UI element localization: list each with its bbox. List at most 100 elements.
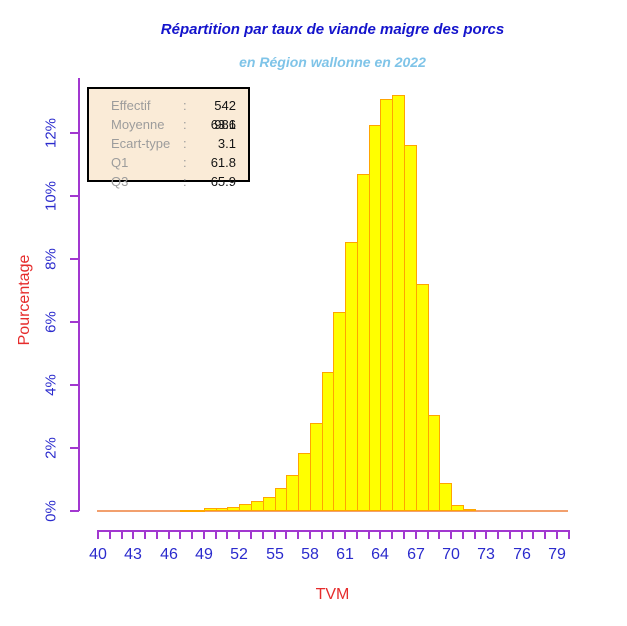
- y-axis-line: [78, 77, 80, 511]
- stats-label: Ecart-type: [111, 136, 171, 151]
- x-axis-tick: [191, 530, 193, 539]
- stats-value: 61.8: [210, 155, 236, 170]
- histogram-bar: [416, 284, 429, 511]
- stats-label: Q1: [111, 155, 129, 170]
- stats-label: Moyenne: [111, 117, 165, 132]
- x-axis-tick: [132, 530, 134, 539]
- x-axis-tick: [415, 530, 417, 539]
- x-axis-tick: [344, 530, 346, 539]
- x-tick-label: 55: [266, 546, 284, 563]
- x-axis-tick: [250, 530, 252, 539]
- x-axis-tick: [332, 530, 334, 539]
- y-axis-title: Pourcentage: [16, 254, 33, 346]
- x-axis-tick: [274, 530, 276, 539]
- x-axis-title: TVM: [315, 586, 350, 603]
- x-axis-tick: [156, 530, 158, 539]
- x-axis-tick: [438, 530, 440, 539]
- x-axis-tick: [379, 530, 381, 539]
- x-tick-label: 40: [89, 546, 107, 563]
- y-tick-label: 2%: [42, 437, 60, 459]
- x-axis-tick: [450, 530, 452, 539]
- y-tick-label: 0%: [42, 500, 60, 522]
- x-axis-tick: [427, 530, 429, 539]
- x-axis-tick: [509, 530, 511, 539]
- stats-colon: :: [183, 117, 187, 132]
- y-tick-label: 6%: [42, 311, 60, 333]
- stats-row: Effectif: 542 981: [111, 96, 236, 132]
- histogram-bar: [428, 415, 440, 511]
- y-axis-tick: [70, 258, 79, 260]
- y-axis-tick: [70, 321, 79, 323]
- x-axis-tick: [121, 530, 123, 539]
- y-axis-tick: [70, 195, 79, 197]
- x-axis-tick: [309, 530, 311, 539]
- x-tick-label: 67: [407, 546, 425, 563]
- stats-box: Effectif: 542 981 Moyenne: 63.6 Ecart-type: 3…: [87, 87, 250, 189]
- y-axis-tick: [70, 447, 79, 449]
- x-axis-tick: [179, 530, 181, 539]
- x-axis-tick: [215, 530, 217, 539]
- x-tick-label: 70: [442, 546, 460, 563]
- x-axis-tick: [521, 530, 523, 539]
- x-tick-label: 73: [477, 546, 495, 563]
- y-axis-tick: [70, 510, 79, 512]
- x-tick-label: 61: [336, 546, 354, 563]
- x-axis-tick: [356, 530, 358, 539]
- histogram-bar: [439, 483, 452, 511]
- x-axis-tick: [109, 530, 111, 539]
- x-axis-tick: [226, 530, 228, 539]
- stats-value: 65.9: [210, 174, 236, 189]
- x-axis-tick: [321, 530, 323, 539]
- histogram-bar: [192, 510, 205, 512]
- y-axis-tick: [70, 132, 79, 134]
- stats-colon: :: [183, 98, 187, 113]
- x-axis-tick: [285, 530, 287, 539]
- stats-label: Q3: [111, 174, 129, 189]
- stats-value: 3.1: [217, 136, 236, 151]
- histogram-bar: [451, 505, 464, 511]
- y-tick-label: 4%: [42, 374, 60, 396]
- x-tick-label: 79: [548, 546, 566, 563]
- x-axis-tick: [544, 530, 546, 539]
- x-axis-tick: [568, 530, 570, 539]
- x-tick-label: 43: [124, 546, 142, 563]
- x-axis-tick: [532, 530, 534, 539]
- x-axis-tick: [474, 530, 476, 539]
- x-axis-tick: [168, 530, 170, 539]
- stats-row: Moyenne: 63.6: [111, 115, 236, 134]
- x-axis-tick: [262, 530, 264, 539]
- y-axis-tick: [70, 384, 79, 386]
- y-tick-label: 12%: [42, 117, 60, 149]
- x-axis-tick: [368, 530, 370, 539]
- x-tick-label: 46: [160, 546, 178, 563]
- x-axis-tick: [485, 530, 487, 539]
- stats-row: Q3: 65.9: [111, 172, 236, 191]
- stats-label: Effectif: [111, 98, 151, 113]
- x-tick-label: 52: [230, 546, 248, 563]
- stats-colon: :: [183, 174, 187, 189]
- stats-row: Ecart-type: 3.1: [111, 134, 236, 153]
- stats-value: 63.6: [210, 117, 236, 132]
- x-axis-tick: [203, 530, 205, 539]
- x-axis-tick: [238, 530, 240, 539]
- y-tick-label: 10%: [42, 180, 60, 212]
- x-tick-label: 49: [195, 546, 213, 563]
- y-tick-label: 8%: [42, 248, 60, 270]
- stats-row: Q1: 61.8: [111, 153, 236, 172]
- x-axis-tick: [297, 530, 299, 539]
- x-axis-tick: [97, 530, 99, 539]
- x-tick-label: 64: [371, 546, 389, 563]
- x-axis-tick: [497, 530, 499, 539]
- x-tick-label: 76: [513, 546, 531, 563]
- x-axis-tick: [144, 530, 146, 539]
- histogram-bar: [463, 509, 476, 511]
- stats-colon: :: [183, 155, 187, 170]
- chart-subtitle: en Région wallonne en 2022: [239, 54, 426, 70]
- stats-value: 542 981: [214, 98, 236, 132]
- x-axis-tick: [556, 530, 558, 539]
- chart-title: Répartition par taux de viande maigre de…: [160, 21, 505, 38]
- x-axis-tick: [403, 530, 405, 539]
- stats-colon: :: [183, 136, 187, 151]
- x-tick-label: 58: [301, 546, 319, 563]
